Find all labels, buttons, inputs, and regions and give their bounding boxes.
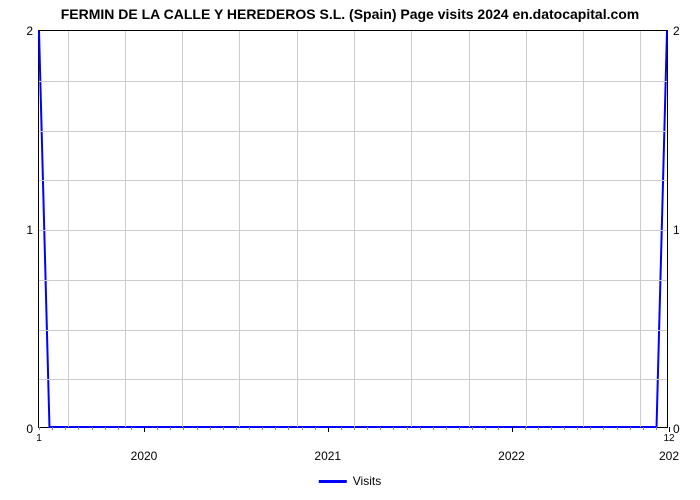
x-minor-tick [197,427,198,430]
series-visits-line [39,31,667,427]
x-minor-tick [538,427,539,430]
grid-line-v [411,31,412,427]
y-tick-left: 1 [26,223,33,237]
grid-line-v [297,31,298,427]
x-major-tick [144,427,145,432]
x-minor-tick [643,427,644,430]
x-minor-tick [183,427,184,430]
x-minor-tick [131,427,132,430]
legend-label: Visits [353,474,381,488]
grid-line-v [640,31,641,427]
x-minor-tick [157,427,158,430]
grid-line-v [125,31,126,427]
x-major-label: 2021 [314,449,341,463]
x-minor-tick [380,427,381,430]
x-minor-tick [525,427,526,430]
grid-line-v [239,31,240,427]
x-minor-tick [249,427,250,430]
grid-line-h [39,280,667,281]
x-edge-right-label: 12 [663,433,674,444]
x-minor-tick [354,427,355,430]
x-minor-tick [590,427,591,430]
x-minor-tick [92,427,93,430]
x-minor-tick [65,427,66,430]
grid-line-v [526,31,527,427]
x-minor-tick [275,427,276,430]
grid-line-h [39,131,667,132]
y-tick-right: 2 [673,24,680,38]
grid-line-h [39,180,667,181]
x-minor-tick [603,427,604,430]
x-minor-tick [223,427,224,430]
x-minor-tick [459,427,460,430]
x-minor-tick [551,427,552,430]
y-tick-left: 2 [26,24,33,38]
x-minor-tick [262,427,263,430]
x-major-tick [669,427,670,432]
x-minor-tick [170,427,171,430]
y-tick-left: 0 [26,422,33,436]
x-minor-tick [210,427,211,430]
x-minor-tick [288,427,289,430]
x-minor-tick [341,427,342,430]
x-minor-tick [315,427,316,430]
x-minor-tick [498,427,499,430]
x-major-label: 202 [659,449,679,463]
grid-line-v [583,31,584,427]
x-minor-tick [407,427,408,430]
x-minor-tick [52,427,53,430]
legend: Visits [319,474,381,488]
x-minor-tick [564,427,565,430]
grid-line-v [182,31,183,427]
grid-line-h [39,379,667,380]
x-minor-tick [420,427,421,430]
x-minor-tick [617,427,618,430]
grid-line-v [469,31,470,427]
x-minor-tick [630,427,631,430]
x-major-label: 2022 [498,449,525,463]
chart-title: FERMIN DE LA CALLE Y HEREDEROS S.L. (Spa… [0,6,700,22]
x-minor-tick [472,427,473,430]
x-major-tick [512,427,513,432]
x-minor-tick [393,427,394,430]
y-tick-right: 1 [673,223,680,237]
x-minor-tick [78,427,79,430]
x-minor-tick [118,427,119,430]
x-minor-tick [656,427,657,430]
grid-line-v [68,31,69,427]
legend-swatch [319,480,347,483]
x-minor-tick [302,427,303,430]
plot-area: 012012112202020212022202 [38,30,668,428]
x-minor-tick [236,427,237,430]
grid-line-h [39,330,667,331]
grid-line-v [354,31,355,427]
x-minor-tick [433,427,434,430]
x-major-tick [328,427,329,432]
x-minor-tick [367,427,368,430]
grid-line-h [39,230,667,231]
grid-line-h [39,81,667,82]
x-minor-tick [485,427,486,430]
x-minor-tick [105,427,106,430]
x-major-label: 2020 [131,449,158,463]
chart-container: FERMIN DE LA CALLE Y HEREDEROS S.L. (Spa… [0,0,700,500]
x-minor-tick [39,427,40,430]
x-edge-left-label: 1 [36,433,42,444]
x-minor-tick [446,427,447,430]
x-minor-tick [577,427,578,430]
